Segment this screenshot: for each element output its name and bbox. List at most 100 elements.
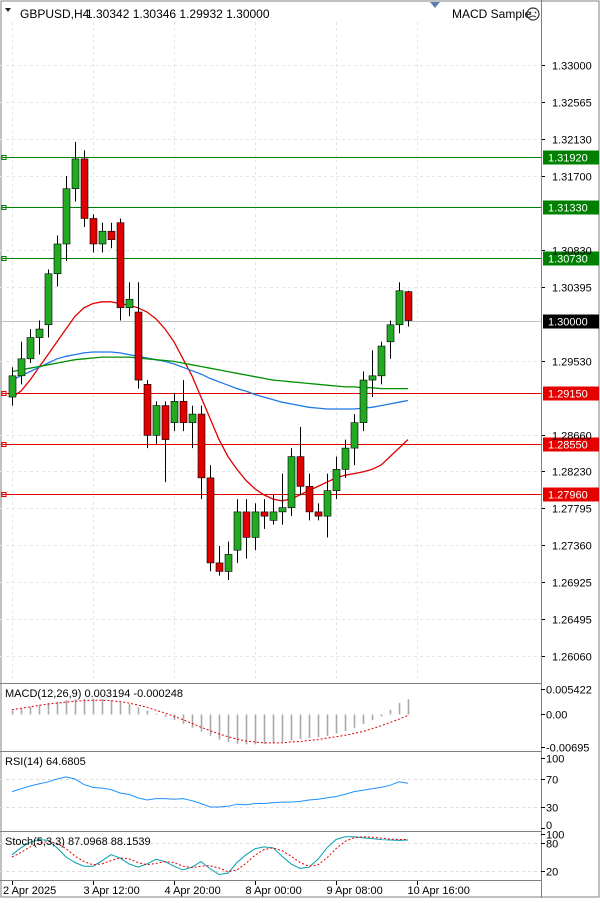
candle [8,367,17,406]
rsi-pane[interactable]: 100 70 30 0 RSI(14) 64.6805 [0,754,564,833]
candles [8,141,413,580]
bull-candle-body [8,375,17,398]
bull-candle-body [188,413,197,423]
price-level-anchor [1,391,7,396]
moving-average-line [11,351,409,410]
rsi-tick-label: 30 [546,803,558,815]
symbol-menu-icon[interactable] [5,8,11,12]
bear-candle-body [242,511,251,538]
candle [143,380,152,449]
price-level-label: 1.31330 [548,203,588,215]
bear-candle-body [206,477,215,564]
price-level-anchor [1,205,7,210]
rsi-tick-label: 70 [546,775,558,787]
macd-title: MACD(12,26,9) 0.003194 -0.000248 [5,688,183,700]
bull-candle-body [233,511,242,551]
price-tick-label: 1.27795 [552,504,592,516]
candle [350,414,359,466]
price-tick-label: 1.27360 [552,541,592,553]
moving-average-line [11,356,408,390]
candle [359,371,368,432]
moving-average-line [11,301,409,502]
time-tick-label: 4 Apr 20:00 [165,885,221,897]
candle [80,150,89,227]
bear-candle-body [107,230,116,241]
one-click-trading-icon[interactable] [430,2,440,8]
price-level-anchor [1,155,7,160]
bear-candle-body [260,511,269,517]
price-tick-label: 1.28230 [552,467,592,479]
bear-candle-body [296,456,305,487]
price-level-label: 1.27960 [548,490,588,502]
time-tick-label: 3 Apr 12:00 [84,885,140,897]
candle [314,503,323,521]
candle [71,141,80,202]
candle [125,282,134,317]
bull-candle-body [62,188,71,245]
candle [323,473,332,538]
time-tick-label: 10 Apr 16:00 [408,885,470,897]
candle [134,282,143,389]
candle [62,175,71,261]
bull-candle-body [278,507,287,513]
bull-candle-body [332,469,341,491]
candle [395,282,404,334]
price-tick-label: 1.30830 [552,246,592,258]
candle [305,473,314,521]
bear-candle-body [314,511,323,517]
candle [404,290,413,327]
time-tick-label: 2 Apr 2025 [3,885,56,897]
bull-candle-body [251,511,260,538]
expert-name: MACD Sample [452,7,532,21]
bull-candle-body [17,358,26,377]
candle [386,320,395,359]
bull-candle-body [368,375,377,381]
candle [296,426,305,495]
price-level-tag [543,200,599,215]
candle [53,235,62,287]
bull-candle-body [152,405,161,436]
price-tick-label: 1.26495 [552,615,592,627]
price-level-tag [543,150,599,165]
candle [98,222,107,253]
expert-status-icon[interactable] [526,7,540,21]
bear-candle-body [215,562,224,572]
bear-candle-body [116,222,125,309]
price-level-label: 1.30730 [548,254,588,266]
price-tick-label: 1.26925 [552,578,592,590]
candle [206,465,215,572]
stoch-title: Stoch(5,3,3) 87.0968 88.1539 [5,836,151,848]
time-axis: 2 Apr 2025 3 Apr 12:00 4 Apr 20:00 8 Apr 00… [3,881,470,897]
stoch-tick-label: 20 [546,867,558,879]
bull-candle-body [350,422,359,449]
rsi-title: RSI(14) 64.6805 [5,756,86,768]
macd-tick-label: -0.00695 [546,743,589,755]
time-tick-label: 9 Apr 08:00 [327,885,383,897]
candle [161,401,170,483]
bear-candle-body [80,158,89,219]
candle [179,380,188,432]
symbol-timeframe: GBPUSD,H4 [20,7,90,21]
price-level-anchor [1,256,7,261]
price-pane[interactable]: 1.31920 1.31330 1.30730 1.29150 1.28550 1.279… [0,22,599,682]
price-axis: 1.33000 1.32565 1.32130 1.31700 1.30830 1.303… [541,61,592,664]
price-grid [0,22,541,682]
price-tick-label: 1.33000 [552,61,592,73]
price-levels: 1.31920 1.31330 1.30730 1.29150 1.28550 1.279… [0,150,599,502]
price-level-anchor [1,442,7,447]
bull-candle-body [35,328,44,338]
candle [197,405,206,500]
candle [188,405,197,449]
macd-pane[interactable]: 0.005422 0.00 -0.00695 MACD(12,26,9) 0.003… [5,685,592,755]
price-tick-label: 1.32130 [552,135,592,147]
candle [152,401,161,444]
candle [287,448,296,517]
bull-candle-body [287,456,296,508]
price-level-label: 1.29150 [548,389,588,401]
macd-signal-line [11,699,409,744]
bull-candle-body [341,447,350,470]
